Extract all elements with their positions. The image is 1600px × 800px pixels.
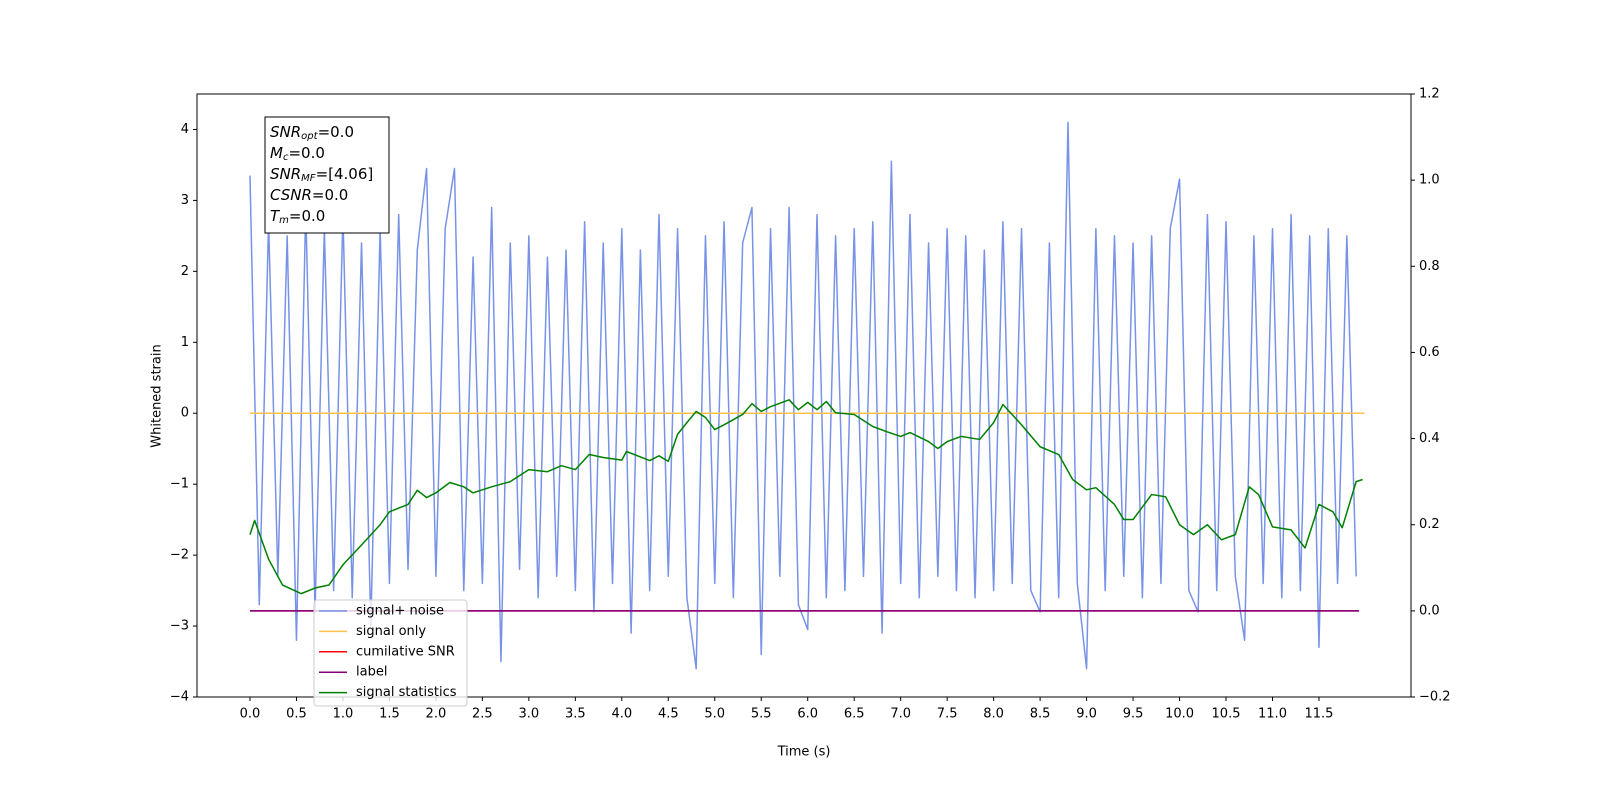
annotation-text: =0.0 [318,123,354,141]
y2-tick-label: 1.2 [1419,87,1440,102]
x-tick-label: 11.5 [1304,707,1333,722]
y2-tick-label: 0.4 [1419,431,1440,446]
x-tick-label: 5.5 [751,707,772,722]
x-tick-label: 4.0 [611,707,632,722]
x-tick-label: 10.0 [1165,707,1194,722]
x-tick-label: 11.0 [1258,707,1287,722]
x-tick-label: 8.5 [1030,707,1051,722]
annotation-line: CSNR=0.0 [270,186,348,204]
y-tick-label: −4 [170,690,189,705]
legend: signal+ noise signal only cumilative SNR la… [313,599,468,707]
annotation-name: M [270,144,283,162]
legend-label: label [356,665,387,680]
x-tick-label: 9.0 [1076,707,1097,722]
y-tick-label: 4 [181,122,189,137]
x-tick-label: 5.0 [704,707,725,722]
y2-tick-label: 0.2 [1419,517,1440,532]
y-tick-label: 3 [181,193,189,208]
annotation-text: =0.0 [288,144,324,162]
y2-tick-label: 0.0 [1419,603,1440,618]
y2-tick-label: 0.6 [1419,345,1440,360]
x-tick-label: 7.0 [890,707,911,722]
annotation-name: SNR [270,123,301,141]
annotation-name: CSNR [270,186,312,204]
plot-frame [196,93,1412,698]
annotation-name: SNR [270,165,301,183]
legend-label: signal+ noise [356,604,444,619]
y2-tick-label: 0.8 [1419,259,1440,274]
y-tick-label: −1 [170,477,189,492]
x-tick-label: 1.5 [379,707,400,722]
annotation-text: =[4.06] [316,165,374,183]
annotation-line: Tm=0.0 [270,207,325,227]
y2-tick-label: 1.0 [1419,173,1440,188]
annotation-line: Mc=0.0 [270,144,325,164]
annotation-name: T [270,207,281,225]
series-line [249,121,1357,670]
y-tick-label: −2 [170,548,189,563]
x-tick-label: 0.0 [240,707,261,722]
annotation-frame [264,116,390,234]
x-tick-label: 9.5 [1123,707,1144,722]
y-tick-label: −3 [170,619,189,634]
y-tick-label: 0 [181,406,189,421]
legend-label: signal statistics [356,685,457,700]
annotation-text: =0.0 [312,186,348,204]
x-tick-label: 3.0 [519,707,540,722]
annotation-subscript: opt [301,131,318,142]
x-tick-label: 0.5 [286,707,307,722]
x-tick-label: 7.5 [937,707,958,722]
annotation-box: SNRopt=0.0Mc=0.0SNRMF=[4.06]CSNR=0.0Tm=0… [264,116,390,234]
x-tick-label: 10.5 [1212,707,1241,722]
x-tick-label: 2.5 [472,707,493,722]
annotation-line: SNRopt=0.0 [270,123,354,143]
legend-label: cumilative SNR [356,644,455,659]
x-axis-label: Time (s) [777,745,831,760]
y-tick-label: 1 [181,335,189,350]
x-tick-label: 2.0 [426,707,447,722]
y-axis-label: Whitened strain [150,344,165,447]
x-tick-label: 8.0 [983,707,1004,722]
x-tick-label: 6.0 [797,707,818,722]
y2-tick-label: −0.2 [1419,690,1451,705]
legend-frame [313,599,468,707]
x-tick-label: 1.0 [333,707,354,722]
annotation-subscript: m [279,215,289,226]
annotation-subscript: c [283,152,289,163]
annotation-subscript: MF [301,173,316,184]
x-tick-label: 6.5 [844,707,865,722]
legend-label: signal only [356,624,426,639]
x-tick-label: 4.5 [658,707,679,722]
series-line [249,399,1363,595]
x-tick-label: 3.5 [565,707,586,722]
annotation-line: SNRMF=[4.06] [270,165,373,185]
annotation-text: =0.0 [289,207,325,225]
y-tick-label: 2 [181,264,189,279]
